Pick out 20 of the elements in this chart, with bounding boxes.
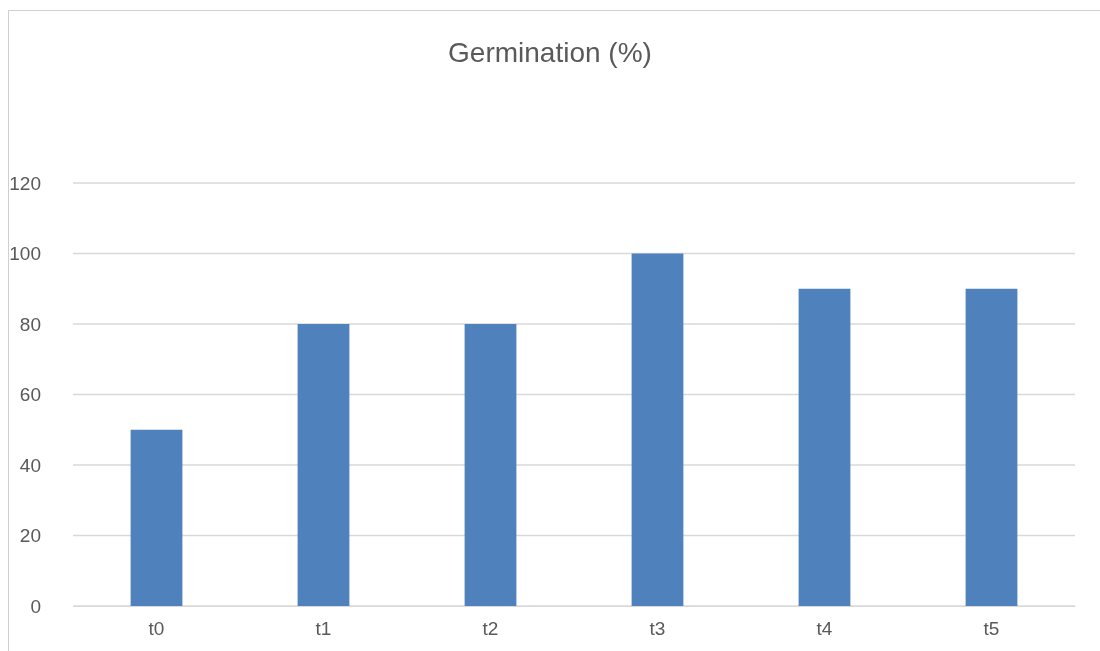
bar: [464, 324, 517, 606]
y-tick-label: 60: [19, 384, 41, 406]
x-tick-label: t0: [148, 618, 165, 640]
bar: [965, 288, 1018, 606]
y-tick-label: 0: [30, 595, 41, 617]
y-tick-label: 120: [9, 172, 41, 194]
y-tick-label: 40: [19, 454, 41, 476]
bar: [798, 288, 851, 606]
bar: [130, 429, 183, 606]
x-tick-label: t5: [983, 618, 1000, 640]
bar: [297, 324, 350, 606]
x-tick-label: t2: [482, 618, 499, 640]
y-tick-label: 100: [9, 243, 41, 265]
x-tick-label: t4: [816, 618, 833, 640]
chart-title: Germination (%): [448, 37, 652, 68]
bar: [631, 253, 684, 606]
x-tick-label: t3: [649, 618, 666, 640]
y-tick-label: 20: [19, 525, 41, 547]
x-tick-label: t1: [315, 618, 332, 640]
y-tick-label: 80: [19, 313, 41, 335]
